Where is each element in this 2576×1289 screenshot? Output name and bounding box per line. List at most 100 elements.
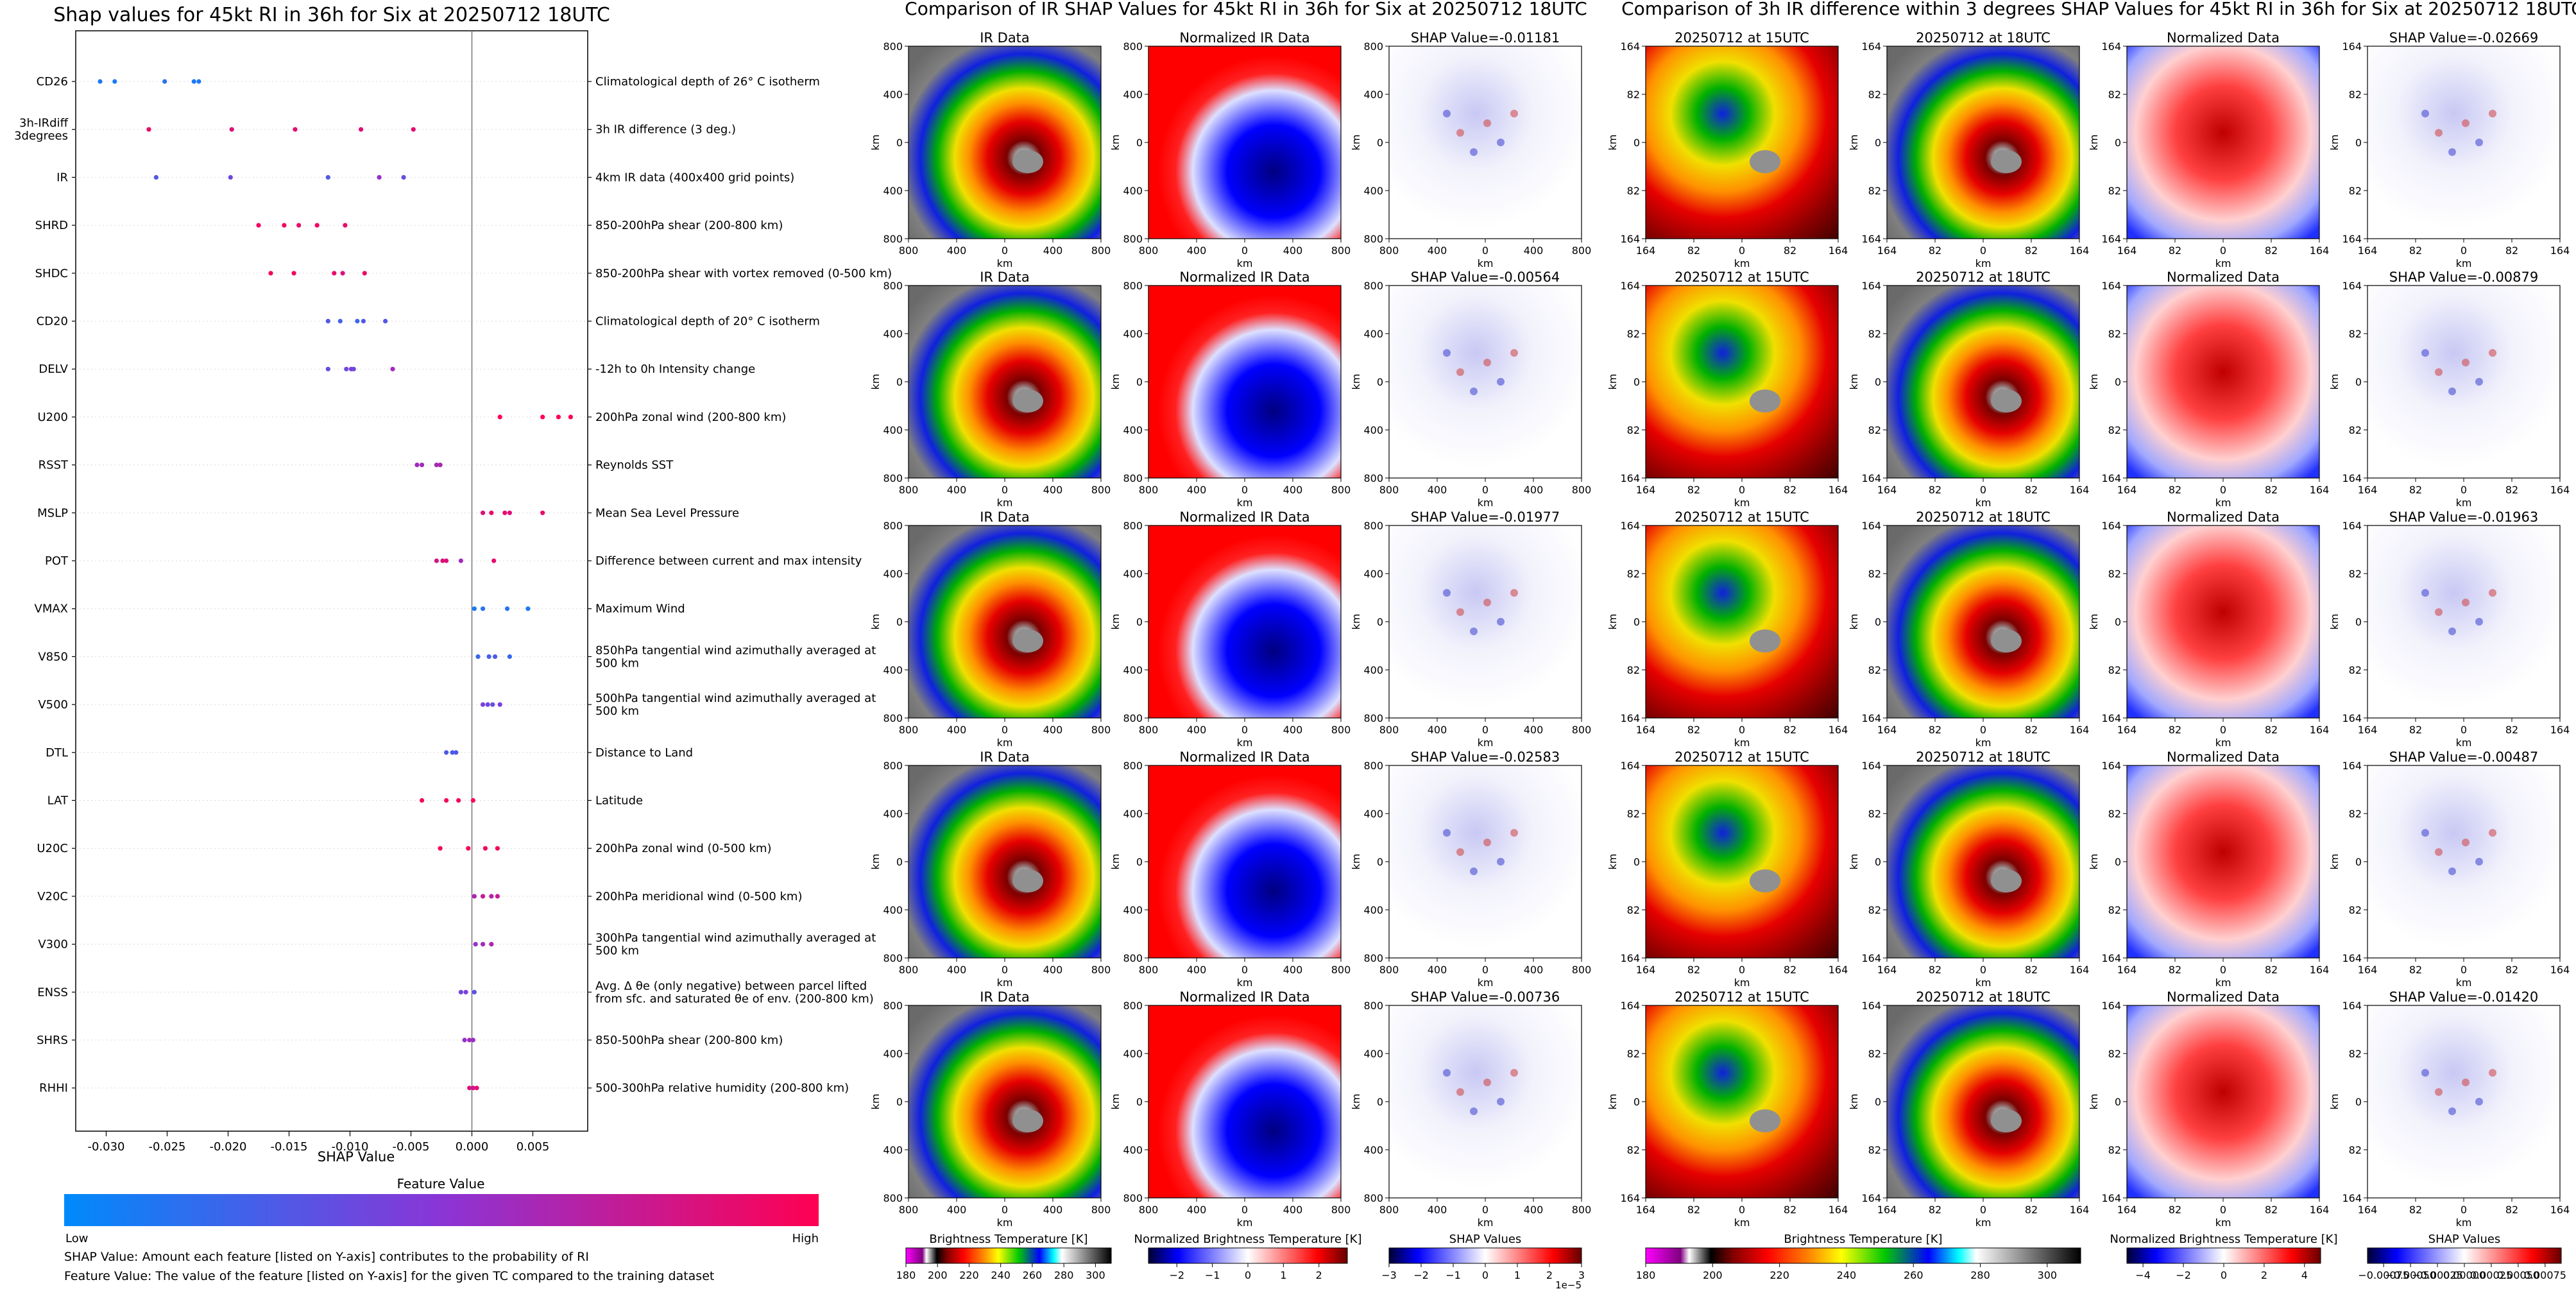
y-tick-label: 164 [2342,40,2362,53]
feature-description: Reynolds SST [595,459,674,472]
colorbar-tick-label: 200 [1703,1269,1723,1281]
heatmap-panel: SHAP Value=-0.01181800800400400004004008… [1350,30,1591,269]
shap-point [450,750,455,755]
y-tick-label: 164 [2101,1000,2121,1012]
x-tick-label: 82 [1784,724,1796,736]
shap-blob [2435,848,2443,856]
storm-core [1991,869,2022,892]
y-tick-label: 0 [1377,616,1383,628]
feature-row-rsst: RSST Reynolds SST [38,459,674,472]
y-axis-label: km [869,374,882,390]
x-tick-label: 800 [1572,244,1592,257]
shap-point [383,318,388,324]
y-axis-label: km [1848,854,1860,870]
x-tick-label: 800 [1139,964,1159,976]
grid-title: Comparison of 3h IR difference within 3 … [1621,0,2576,19]
y-tick-label: 400 [1123,89,1143,101]
y-axis-label: km [869,1094,882,1110]
colorbar-tick-label: 0.00025 [2470,1269,2512,1281]
feature-description: Distance to Land [595,746,693,760]
feature-description: 200hPa zonal wind (200-800 km) [595,411,786,424]
shap-blob [1470,627,1478,635]
x-tick-label: 800 [1379,244,1399,257]
x-tick-label: 400 [947,964,967,976]
panel-title: SHAP Value=-0.01420 [2389,989,2539,1005]
x-axis-label: km [2215,497,2231,509]
x-tick-label: 82 [2505,244,2518,257]
feature-row-rhhi: RHHI 500-300hPa relative humidity (200-80… [39,1082,849,1095]
x-tick-label: 400 [1283,964,1303,976]
shap-blob [2475,618,2483,626]
x-tick-label: 164 [1877,964,1897,976]
y-tick-label: 164 [1861,1000,1881,1012]
x-tick-label: 0 [2461,484,2467,496]
x-tick-label: 164 [2550,724,2570,736]
panel-title: Normalized IR Data [1179,989,1309,1005]
y-axis-label: km [1109,854,1122,870]
y-axis-label: km [1350,854,1362,870]
heatmap-image [1646,286,1838,478]
y-tick-label: 82 [2349,328,2362,340]
shap-point [458,558,464,563]
storm-core [1012,1109,1043,1132]
heatmap-panel: 20250712 at 18UTC1641648282008282164164k… [1848,989,2089,1229]
y-tick-label: 400 [1123,328,1143,340]
x-axis-label: km [1734,977,1750,989]
shap-blob [1456,1088,1464,1096]
feature-label: ENSS [37,986,68,999]
panel-title: IR Data [980,509,1030,525]
shap-point [568,414,574,420]
y-tick-label: 82 [2349,1048,2362,1060]
x-tick-label: 164 [2117,724,2137,736]
colorbar-high-label: High [792,1232,819,1245]
x-tick-label: 400 [947,244,967,257]
y-tick-label: 0 [1875,137,1881,149]
y-axis-label: km [2328,374,2341,390]
x-tick-label: 400 [1283,244,1303,257]
x-tick-label: 0 [2220,964,2226,976]
y-tick-label: 82 [2108,89,2121,101]
y-tick-label: 400 [1123,1144,1143,1156]
y-tick-label: 164 [1620,520,1640,532]
shap-blob [1510,349,1518,357]
x-tick-label: 400 [1524,1204,1544,1216]
panel-title: IR Data [980,749,1030,765]
x-tick-label: 0 [2461,724,2467,736]
y-tick-label: 0 [2115,1096,2121,1108]
y-axis-label: km [1350,374,1362,390]
x-axis-label: km [1975,737,1992,749]
storm-core [1750,389,1780,413]
y-tick-label: 800 [1123,1000,1143,1012]
x-tick-label: 82 [2265,244,2278,257]
x-tick-label: 164 [2310,1204,2330,1216]
colorbar-tick-label: 220 [1770,1269,1789,1281]
y-tick-label: 0 [1875,856,1881,868]
x-tick-label: 0.005 [516,1140,550,1154]
shap-point [540,510,545,515]
colorbar-gradient [2367,1247,2562,1264]
y-tick-label: 400 [1363,185,1383,197]
feature-value-colorbar [64,1194,819,1226]
y-tick-label: 0 [1377,137,1383,149]
x-tick-label: 164 [2358,964,2378,976]
y-tick-label: 0 [2355,616,2362,628]
x-tick-label: 164 [1877,484,1897,496]
footer-line-1: SHAP Value: Amount each feature [listed … [64,1250,589,1264]
panel-title: 20250712 at 18UTC [1916,30,2051,46]
x-tick-label: 164 [2070,244,2090,257]
y-tick-label: 164 [1861,233,1881,245]
colorbar: Normalized Brightness Temperature [K] −4 −… [2110,1233,2338,1281]
colorbar-gradient [1148,1247,1348,1264]
storm-core [1750,1109,1780,1132]
y-tick-label: 164 [2342,760,2362,772]
heatmap-image [908,46,1101,239]
y-tick-label: 800 [883,520,903,532]
y-axis-label: km [2088,135,2100,151]
x-axis-label: km [1478,497,1494,509]
feature-row-pot: POT Difference between current and max in… [45,554,862,568]
x-axis-label: km [997,1216,1013,1229]
shap-blob [2489,349,2496,357]
y-tick-label: 0 [1633,616,1640,628]
x-axis-label: km [1975,497,1992,509]
feature-label: U20C [37,842,68,855]
